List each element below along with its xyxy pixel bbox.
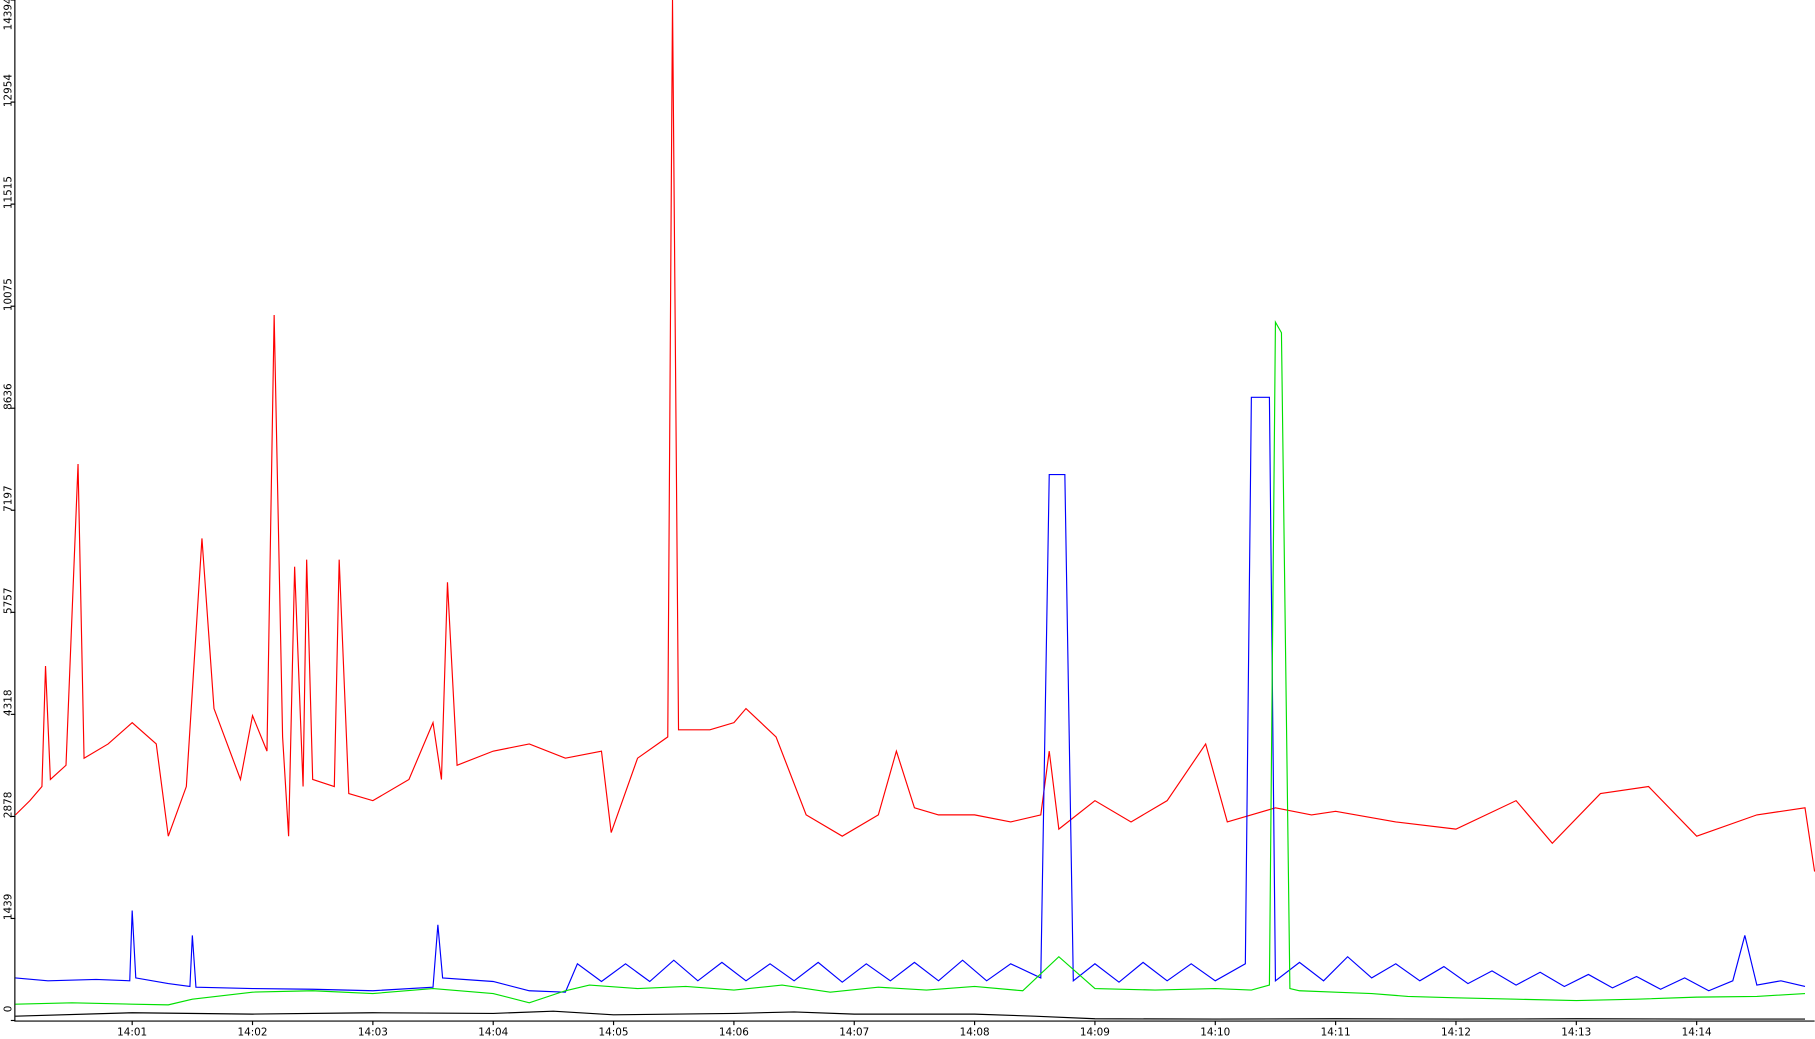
y-tick-label: 1439 [2,894,14,920]
y-tick-label: 10075 [2,278,14,311]
y-tick-label: 0 [2,1006,14,1013]
x-tick-label: 14:07 [839,1027,869,1039]
y-tick-label: 5757 [2,588,14,614]
x-tick-label: 14:03 [358,1027,388,1039]
y-tick-label: 11515 [2,176,14,209]
y-axis-band [0,0,15,1039]
x-tick-label: 14:11 [1321,1027,1351,1039]
y-tick-label: 7197 [2,485,14,511]
series-line [15,0,1815,872]
series-line [15,1010,1805,1020]
series-line [15,396,1806,993]
x-tick-label: 14:10 [1200,1027,1230,1039]
y-tick-label: 8636 [2,383,14,409]
x-tick-label: 14:08 [960,1027,990,1039]
x-tick-label: 14:06 [719,1027,749,1039]
series-line [15,319,1806,1006]
x-tick-label: 14:14 [1682,1027,1712,1039]
y-tick-label: 14394 [2,0,14,30]
y-tick-label: 12954 [2,74,14,107]
x-tick-label: 14:01 [117,1027,147,1039]
y-tick-label: 4318 [2,690,14,716]
y-tick-label: 2878 [2,792,14,818]
x-tick-label: 14:04 [478,1027,508,1039]
x-tick-label: 14:09 [1080,1027,1110,1039]
x-tick-label: 14:05 [599,1027,629,1039]
x-tick-label: 14:13 [1561,1027,1591,1039]
x-tick-label: 14:12 [1441,1027,1471,1039]
x-tick-label: 14:02 [238,1027,268,1039]
